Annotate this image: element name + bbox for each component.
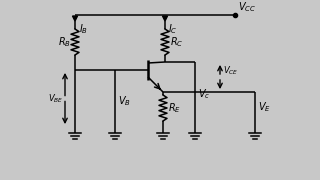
Polygon shape	[163, 16, 167, 21]
Text: $I_B$: $I_B$	[79, 22, 88, 36]
Text: $R_E$: $R_E$	[168, 101, 181, 115]
Text: $V_{CE}$: $V_{CE}$	[223, 65, 238, 77]
Text: $V_{CC}$: $V_{CC}$	[238, 0, 256, 14]
Text: $R_C$: $R_C$	[170, 35, 183, 49]
Polygon shape	[73, 16, 77, 21]
Text: $V_E$: $V_E$	[258, 100, 271, 114]
Text: $R_B$: $R_B$	[58, 35, 71, 49]
Text: $V_c$: $V_c$	[198, 87, 210, 101]
Text: $I_C$: $I_C$	[168, 22, 178, 36]
Text: $V_B$: $V_B$	[118, 94, 131, 108]
Text: $V_{BE}$: $V_{BE}$	[48, 92, 63, 105]
